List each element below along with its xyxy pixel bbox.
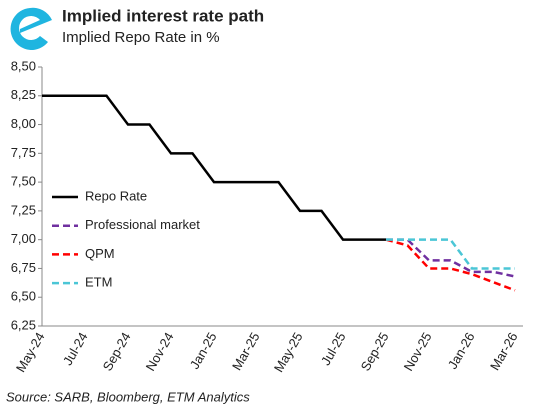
legend-label: ETM [85, 275, 112, 290]
chart-subtitle: Implied Repo Rate in % [62, 29, 220, 46]
y-tick-label: 7,25 [11, 202, 36, 217]
x-tick-label: May-24 [13, 330, 48, 375]
x-tick-label: Jan-26 [445, 330, 478, 372]
y-tick-label: 8,50 [11, 58, 36, 73]
x-tick-label: Sep-25 [358, 330, 392, 374]
chart-title: Implied interest rate path [62, 6, 264, 25]
x-tick-label: Mar-25 [229, 330, 263, 373]
x-tick-label: Sep-24 [100, 330, 134, 374]
y-tick-label: 6,50 [11, 289, 36, 304]
legend-label: Repo Rate [85, 188, 147, 203]
series-line [42, 94, 386, 241]
series-line [386, 238, 516, 278]
x-tick-label: Mar-26 [487, 330, 521, 373]
legend-label: Professional market [85, 217, 200, 232]
y-tick-label: 7,75 [11, 145, 36, 160]
y-tick-label: 7,00 [11, 231, 36, 246]
x-tick-label: Jul-25 [318, 330, 349, 368]
x-tick-label: Nov-24 [143, 330, 177, 374]
x-tick-label: Jan-25 [187, 330, 220, 372]
y-tick-label: 6,25 [11, 317, 36, 332]
x-tick-label: Nov-25 [401, 330, 435, 374]
source: Source: SARB, Bloomberg, ETM Analytics [6, 389, 250, 404]
y-tick-label: 6,75 [11, 260, 36, 275]
legend-label: QPM [85, 246, 115, 261]
series-line [386, 238, 515, 270]
y-tick-label: 7,50 [11, 174, 36, 189]
y-tick-label: 8,00 [11, 116, 36, 131]
series-line [385, 238, 516, 292]
logo [10, 7, 52, 50]
x-tick-label: May-25 [271, 330, 306, 375]
y-tick-label: 8,25 [11, 87, 36, 102]
x-tick-label: Jul-24 [60, 330, 91, 368]
